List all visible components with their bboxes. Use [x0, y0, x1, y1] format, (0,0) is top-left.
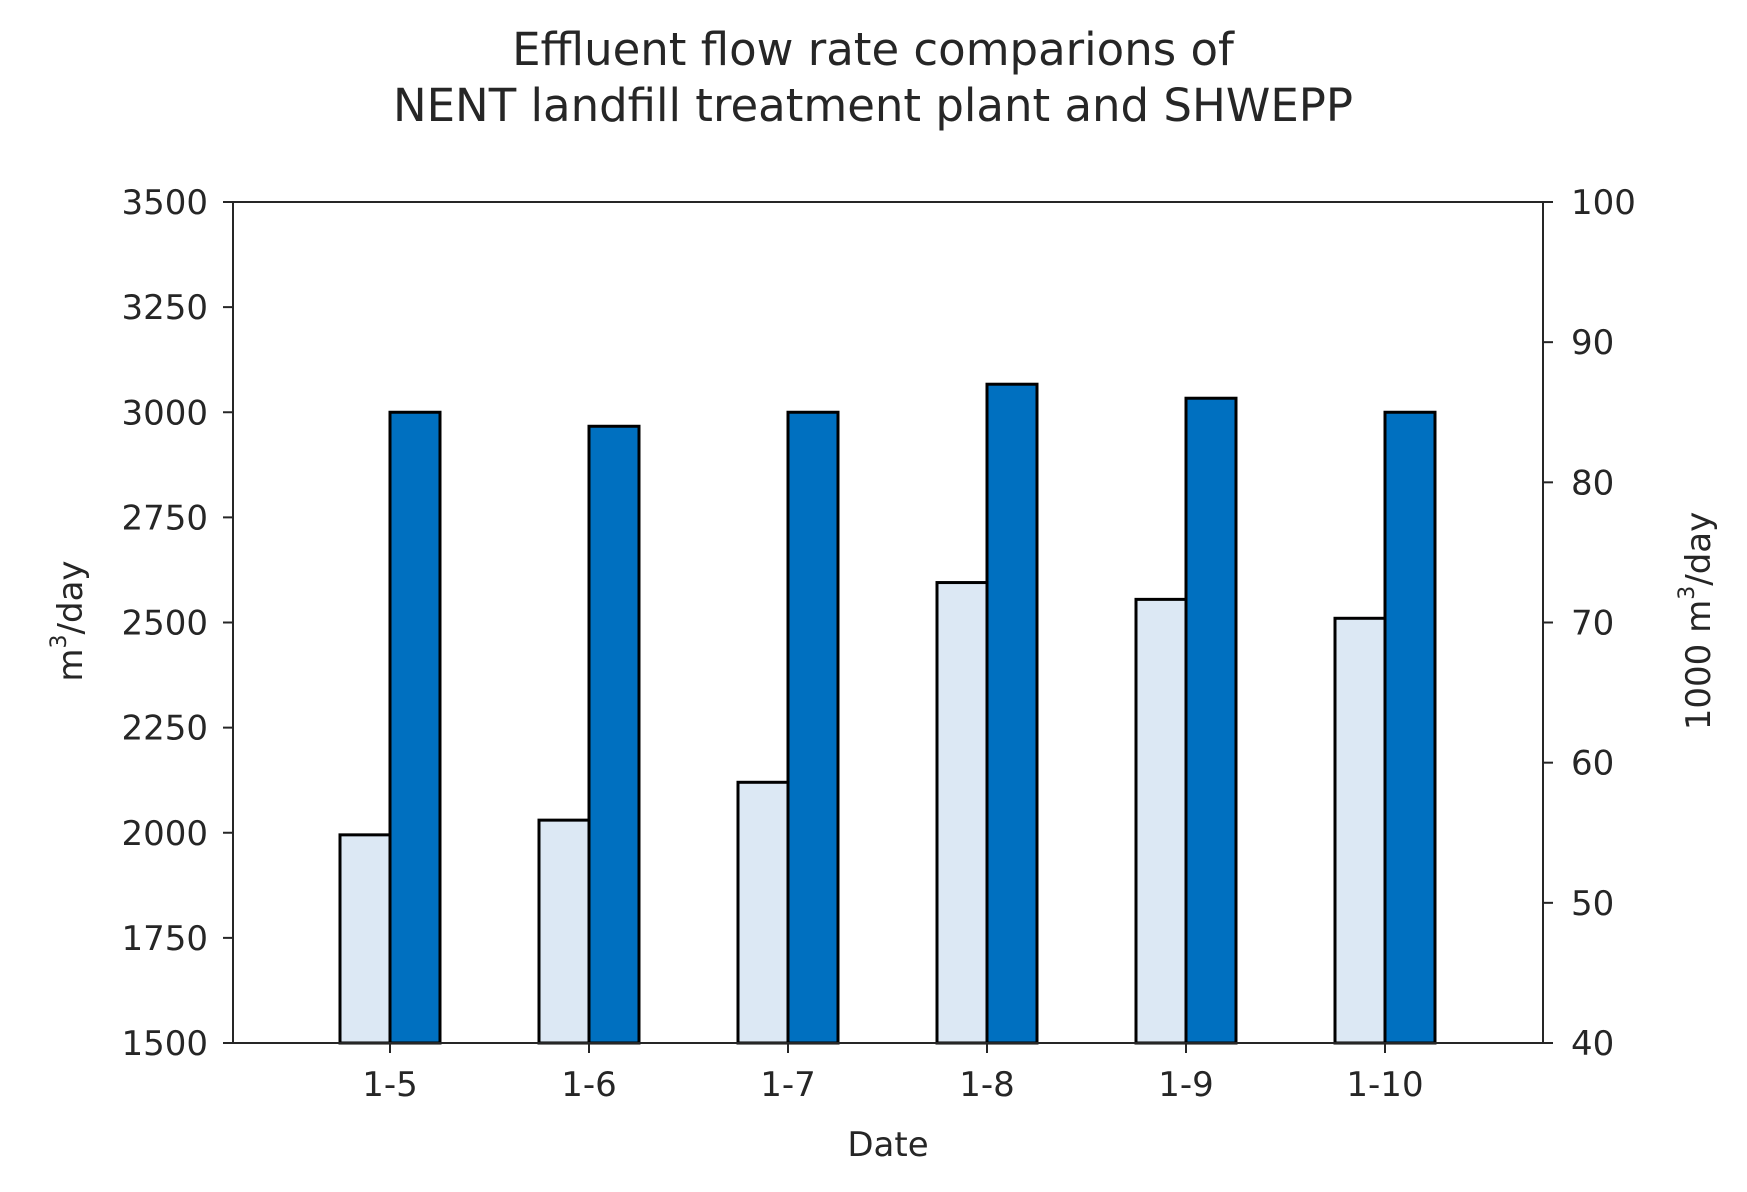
bar-series1-1-5 [338, 833, 392, 1045]
bar-series1-1-8 [935, 581, 989, 1045]
left-y-axis: 1500 1750 2000 2250 2500 2750 3000 3250 3500 [121, 183, 233, 1064]
right-y-axis-label: 1000 m3/day [1675, 512, 1719, 730]
x-tick-label: 1-10 [1346, 1065, 1423, 1105]
x-tick-label: 1-5 [362, 1065, 418, 1105]
x-tick-label: 1-7 [760, 1065, 816, 1105]
x-tick-label: 1-6 [561, 1065, 617, 1105]
bar-series1-1-7 [736, 780, 790, 1045]
right-tick-label: 40 [1571, 1024, 1614, 1064]
left-tick-label: 2750 [121, 498, 208, 538]
left-tick-label: 3000 [121, 393, 208, 433]
left-tick-label: 3250 [121, 288, 208, 328]
right-tick-label: 50 [1571, 884, 1614, 924]
bars-group [338, 382, 1437, 1045]
right-tick-label: 70 [1571, 604, 1614, 644]
bar-series1-1-6 [537, 818, 591, 1045]
bar-series2-1-6 [587, 424, 641, 1045]
chart-title-line-1: Effluent flow rate comparions of [512, 23, 1235, 76]
bar-series1-1-9 [1134, 597, 1188, 1045]
x-axis-label: Date [847, 1125, 928, 1165]
bar-series2-1-5 [388, 410, 442, 1045]
bar-series2-1-10 [1383, 410, 1437, 1045]
bar-series1-1-10 [1333, 616, 1387, 1045]
left-tick-label: 2500 [121, 604, 208, 644]
x-axis: 1-5 1-6 1-7 1-8 1-9 1-10 [362, 1043, 1424, 1105]
x-tick-label: 1-8 [959, 1065, 1015, 1105]
left-tick-label: 1750 [121, 919, 208, 959]
left-y-axis-label: m3/day [47, 560, 91, 681]
left-tick-label: 2000 [121, 814, 208, 854]
right-y-axis: 40 50 60 70 80 90 100 [1543, 183, 1636, 1064]
left-tick-label: 1500 [121, 1024, 208, 1064]
left-tick-label: 2250 [121, 709, 208, 749]
chart-title-line-2: NENT landfill treatment plant and SHWEPP [393, 79, 1353, 132]
right-tick-label: 80 [1571, 463, 1614, 503]
bar-series2-1-8 [985, 382, 1039, 1045]
right-tick-label: 60 [1571, 744, 1614, 784]
left-tick-label: 3500 [121, 183, 208, 223]
bar-series2-1-9 [1184, 396, 1238, 1045]
right-tick-label: 100 [1571, 183, 1636, 223]
bar-series2-1-7 [786, 410, 840, 1045]
right-tick-label: 90 [1571, 323, 1614, 363]
x-tick-label: 1-9 [1158, 1065, 1214, 1105]
